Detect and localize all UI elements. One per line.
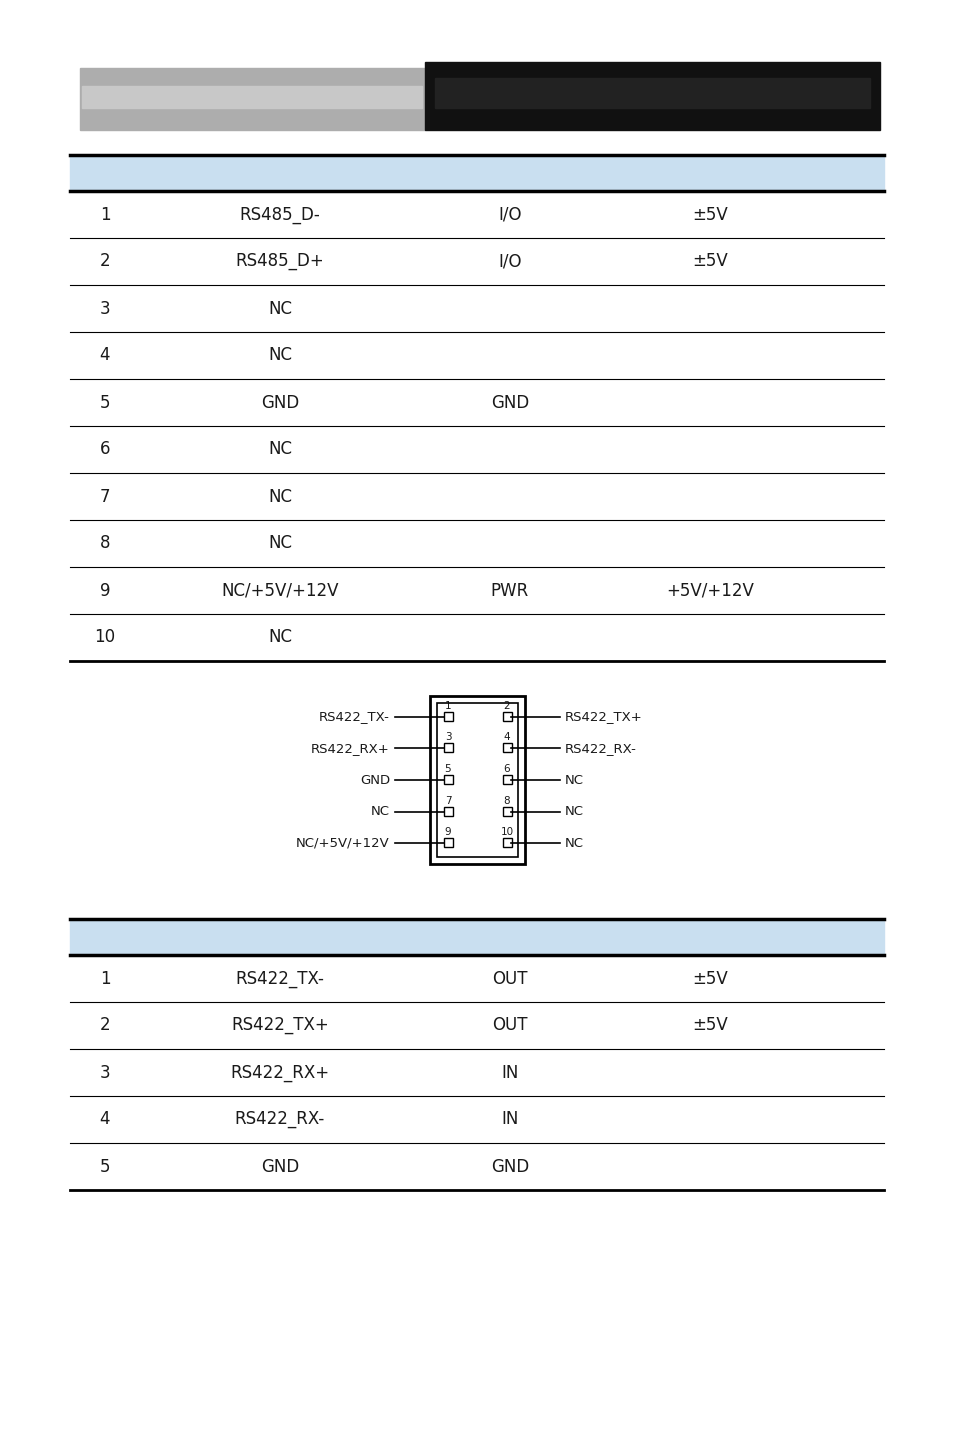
Text: +5V/+12V: +5V/+12V	[665, 582, 753, 599]
Text: 4: 4	[100, 1110, 111, 1129]
Text: 5: 5	[100, 393, 111, 412]
Text: RS422_RX+: RS422_RX+	[311, 741, 390, 754]
Text: RS422_RX+: RS422_RX+	[231, 1064, 329, 1081]
Text: 1: 1	[99, 969, 111, 988]
Text: 3: 3	[99, 300, 111, 317]
Bar	[502, 807, 512, 816]
Bar	[82, 86, 421, 108]
Text: NC: NC	[564, 837, 583, 850]
Text: NC: NC	[268, 300, 292, 317]
Text: PWR: PWR	[491, 582, 529, 599]
Text: RS485_D-: RS485_D-	[239, 205, 320, 224]
Text: 9: 9	[444, 827, 451, 837]
Text: ±5V: ±5V	[691, 252, 727, 271]
Bar	[430, 695, 524, 865]
Text: RS485_D+: RS485_D+	[235, 252, 324, 271]
Bar	[443, 774, 453, 784]
Text: OUT: OUT	[492, 1017, 527, 1034]
Bar	[80, 67, 424, 130]
Text: 3: 3	[444, 733, 451, 743]
Text: OUT: OUT	[492, 969, 527, 988]
Text: I/O: I/O	[497, 252, 521, 271]
Text: 10: 10	[500, 827, 513, 837]
Bar	[443, 807, 453, 816]
Text: NC: NC	[268, 535, 292, 552]
Bar	[502, 774, 512, 784]
Text: 7: 7	[444, 796, 451, 806]
Text: NC: NC	[268, 628, 292, 647]
Text: 2: 2	[99, 1017, 111, 1034]
Text: 6: 6	[100, 440, 111, 459]
Bar	[70, 919, 883, 955]
Text: RS422_RX-: RS422_RX-	[564, 741, 637, 754]
Bar	[443, 711, 453, 721]
Text: NC/+5V/+12V: NC/+5V/+12V	[221, 582, 338, 599]
Text: 2: 2	[503, 701, 510, 711]
Text: 4: 4	[100, 347, 111, 364]
Text: 7: 7	[100, 488, 111, 506]
Bar	[502, 743, 512, 753]
Text: 8: 8	[100, 535, 111, 552]
Text: NC: NC	[268, 440, 292, 459]
Text: 5: 5	[100, 1157, 111, 1176]
Text: 4: 4	[503, 733, 510, 743]
Text: 2: 2	[99, 252, 111, 271]
Text: GND: GND	[359, 773, 390, 786]
Text: 5: 5	[444, 764, 451, 774]
Text: RS422_TX+: RS422_TX+	[564, 710, 642, 723]
Text: NC: NC	[371, 806, 390, 819]
Text: 8: 8	[503, 796, 510, 806]
Text: 3: 3	[99, 1064, 111, 1081]
Text: RS422_TX+: RS422_TX+	[231, 1017, 329, 1034]
Text: GND: GND	[491, 393, 529, 412]
Text: 9: 9	[100, 582, 111, 599]
Text: I/O: I/O	[497, 205, 521, 224]
Text: IN: IN	[500, 1064, 518, 1081]
Text: GND: GND	[260, 393, 299, 412]
Bar	[70, 155, 883, 191]
Text: 1: 1	[444, 701, 451, 711]
Text: ±5V: ±5V	[691, 1017, 727, 1034]
Bar	[424, 62, 879, 130]
Text: 1: 1	[99, 205, 111, 224]
Text: NC: NC	[564, 773, 583, 786]
Text: NC: NC	[564, 806, 583, 819]
Text: NC/+5V/+12V: NC/+5V/+12V	[296, 837, 390, 850]
Text: 10: 10	[94, 628, 115, 647]
Text: NC: NC	[268, 488, 292, 506]
Text: IN: IN	[500, 1110, 518, 1129]
Text: ±5V: ±5V	[691, 205, 727, 224]
Bar	[436, 703, 517, 858]
Text: 6: 6	[503, 764, 510, 774]
Text: RS422_TX-: RS422_TX-	[319, 710, 390, 723]
Bar	[443, 839, 453, 847]
Bar	[502, 839, 512, 847]
Text: RS422_RX-: RS422_RX-	[234, 1110, 325, 1129]
Bar	[502, 711, 512, 721]
Bar	[443, 743, 453, 753]
Text: ±5V: ±5V	[691, 969, 727, 988]
Text: GND: GND	[260, 1157, 299, 1176]
Text: RS422_TX-: RS422_TX-	[235, 969, 324, 988]
Text: NC: NC	[268, 347, 292, 364]
Text: GND: GND	[491, 1157, 529, 1176]
Bar	[435, 77, 869, 108]
